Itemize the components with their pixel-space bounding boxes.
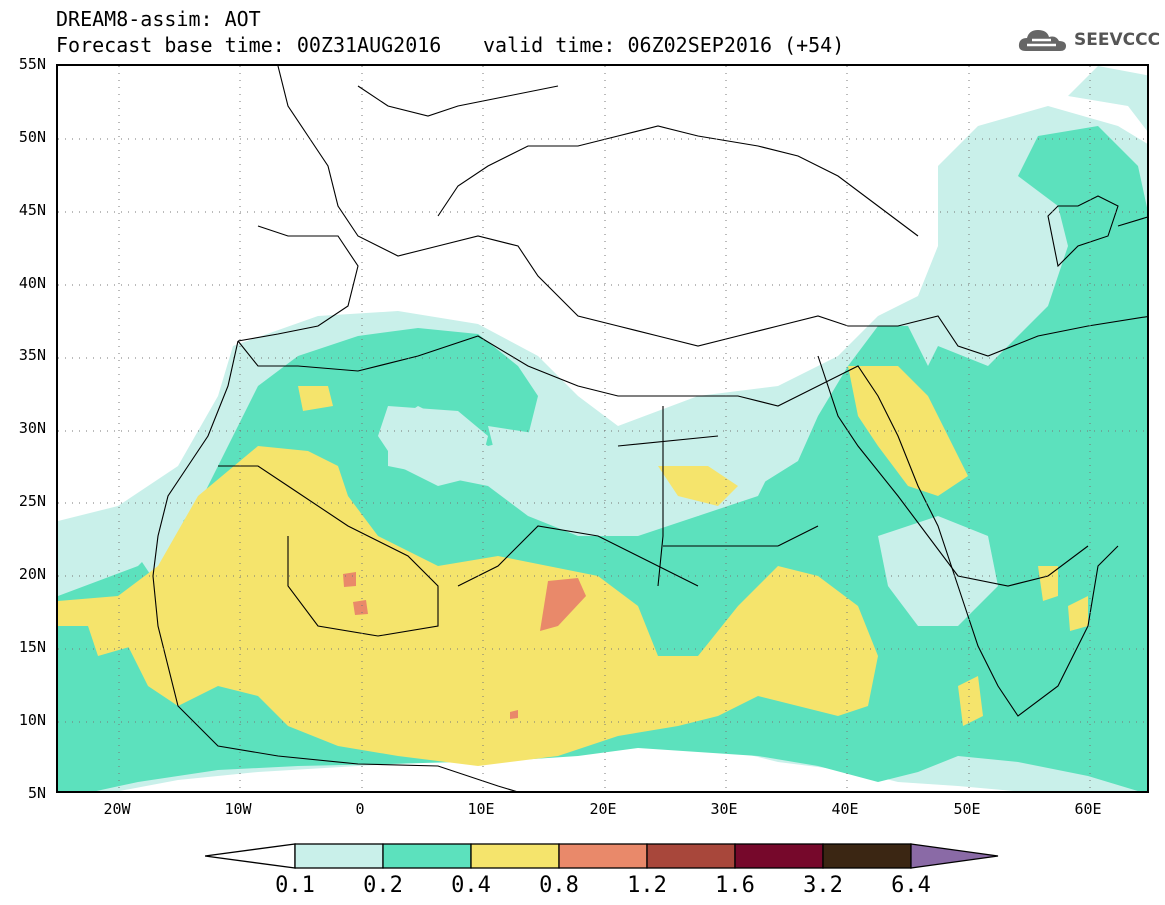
colorbar-label-0.2: 0.2 (363, 873, 403, 898)
aot-band-0.8-1.2 (343, 572, 586, 719)
lon-label-40e: 40E (831, 800, 859, 818)
lat-label-40n: 40N (18, 274, 46, 292)
lat-label-35n: 35N (18, 346, 46, 364)
lat-label-55n: 55N (18, 55, 46, 73)
lat-label-30n: 30N (18, 419, 46, 437)
lon-label-60e: 60E (1074, 800, 1102, 818)
graticule (58, 66, 1147, 791)
colorbar-label-0.8: 0.8 (539, 873, 579, 898)
lon-label-20e: 20E (589, 800, 617, 818)
colorbar-label-0.4: 0.4 (451, 873, 491, 898)
colorbar-bin-5 (646, 843, 736, 869)
forecast-base-time: Forecast base time: 00Z31AUG2016 (56, 33, 442, 57)
lon-label-20w: 20W (103, 800, 131, 818)
colorbar-under-triangle (205, 843, 296, 869)
colorbar-bin-1 (294, 843, 384, 869)
lat-label-45n: 45N (18, 201, 46, 219)
colorbar-label-1.6: 1.6 (715, 873, 755, 898)
colorbar-label-0.1: 0.1 (275, 873, 315, 898)
colorbar-label-3.2: 3.2 (803, 873, 843, 898)
lat-label-50n: 50N (18, 128, 46, 146)
aot-band-0.4-0.8 (58, 366, 1088, 766)
lat-label-15n: 15N (18, 638, 46, 656)
lon-label-10w: 10W (224, 800, 252, 818)
colorbar-over-triangle (910, 843, 999, 869)
coastlines-and-borders (152, 66, 1147, 791)
map-canvas (58, 66, 1147, 791)
seevccc-logo: SEEVCCC (1018, 27, 1161, 55)
valid-time: valid time: 06Z02SEP2016 (+54) (483, 33, 845, 57)
colorbar-bin-7 (822, 843, 912, 869)
map-title: DREAM8-assim: AOT (56, 7, 261, 31)
colorbar-bin-6 (734, 843, 824, 869)
lon-label-50e: 50E (953, 800, 981, 818)
aot-colorbar (205, 843, 999, 869)
colorbar-label-1.2: 1.2 (627, 873, 667, 898)
colorbar-bin-4 (558, 843, 648, 869)
lat-label-20n: 20N (18, 565, 46, 583)
lon-label-10e: 10E (467, 800, 495, 818)
lon-label-0: 0 (355, 800, 365, 818)
cloud-logo-icon (1018, 30, 1066, 51)
lat-label-25n: 25N (18, 492, 46, 510)
colorbar-bin-3 (470, 843, 560, 869)
lat-label-5n: 5N (27, 784, 46, 802)
dust-aot-map (56, 64, 1149, 793)
colorbar-bin-2 (382, 843, 472, 869)
lat-label-10n: 10N (18, 711, 46, 729)
logo-text: SEEVCCC (1074, 30, 1161, 50)
colorbar-label-6.4: 6.4 (891, 873, 931, 898)
lon-label-30e: 30E (710, 800, 738, 818)
